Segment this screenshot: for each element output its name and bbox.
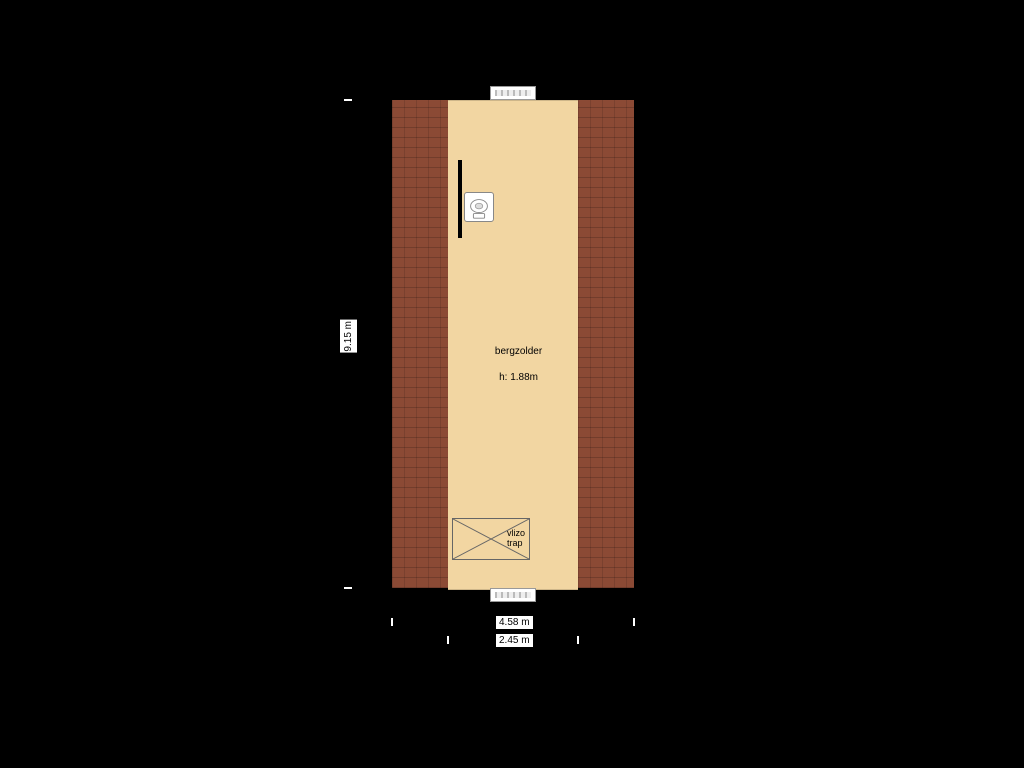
dim-tick <box>344 99 352 101</box>
skylight-bottom <box>490 588 536 602</box>
attic-floorplan: bergzolder h: 1.88m vlizo trap <box>392 100 634 588</box>
roof-left <box>392 100 448 588</box>
dim-length: 9.15 m <box>340 320 357 353</box>
hatch-label: vlizo trap <box>507 529 525 549</box>
room-height: h: 1.88m <box>499 372 538 383</box>
dim-tick <box>391 618 393 626</box>
dim-tick <box>344 587 352 589</box>
roof-right <box>578 100 634 588</box>
partition-wall <box>458 160 462 238</box>
toilet-fixture <box>464 192 494 222</box>
attic-hatch: vlizo trap <box>452 518 530 560</box>
dim-width-outer: 4.58 m <box>496 616 533 629</box>
dim-tick <box>447 636 449 644</box>
skylight-top <box>490 86 536 100</box>
dim-width-inner: 2.45 m <box>496 634 533 647</box>
room-name: bergzolder <box>495 346 542 357</box>
dim-tick <box>577 636 579 644</box>
dim-tick <box>633 618 635 626</box>
room-label: bergzolder h: 1.88m <box>478 332 548 397</box>
toilet-icon <box>465 193 493 221</box>
